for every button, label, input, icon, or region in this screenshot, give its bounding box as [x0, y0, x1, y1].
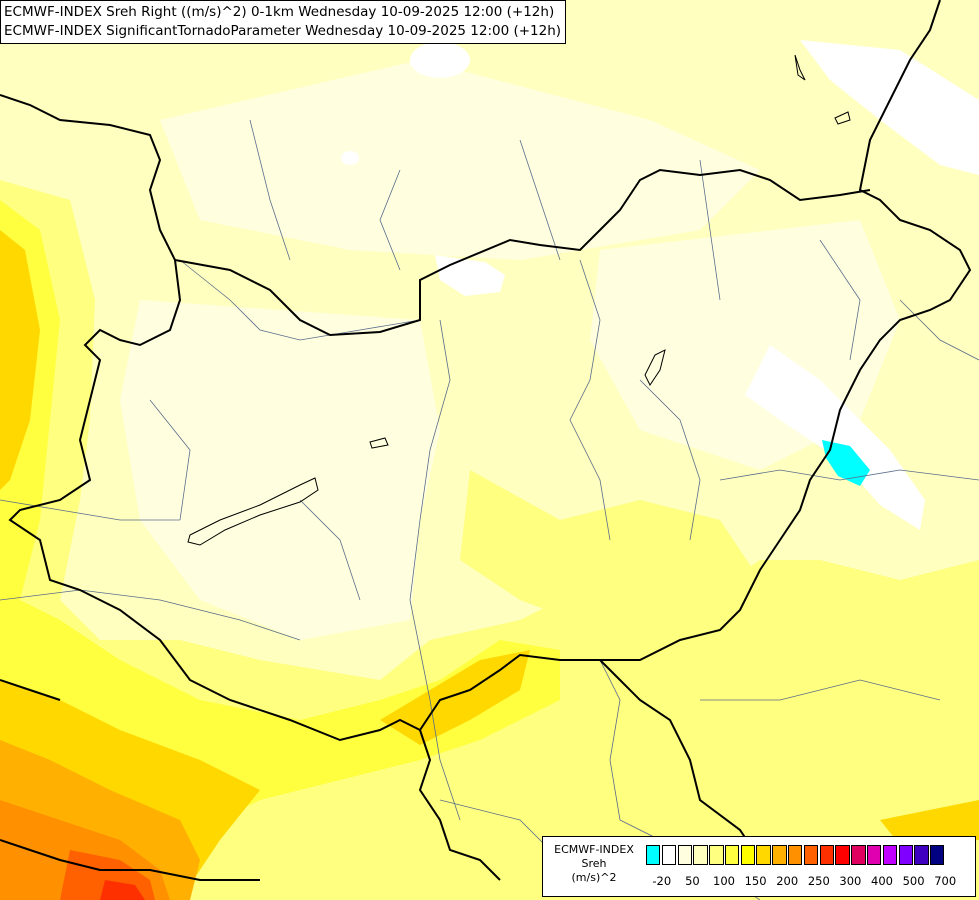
legend-tick: 700: [934, 874, 957, 888]
title-line-1: ECMWF-INDEX Sreh Right ((m/s)^2) 0-1km W…: [4, 4, 555, 20]
field-white-top: [410, 42, 470, 78]
legend-swatch: [677, 845, 692, 865]
legend-swatch: [851, 845, 866, 865]
small-lake-2: [644, 349, 666, 386]
field-low-north: [160, 60, 760, 260]
legend-swatch: [930, 845, 945, 865]
field-strong-band: [380, 650, 530, 745]
legend-name: Sreh: [581, 857, 607, 870]
legend-swatch: [756, 845, 771, 865]
rivers: [0, 119, 979, 900]
legend-swatch: [646, 845, 661, 865]
field-max-sw: [100, 880, 145, 900]
title-line-2: ECMWF-INDEX SignificantTornadoParameter …: [4, 23, 562, 39]
field-strong-west: [0, 230, 40, 490]
legend-swatch: [882, 845, 898, 865]
legend-ticks: -20 50 100 150 200 250 300 400 500 700: [646, 874, 976, 890]
legend-swatch: [835, 845, 850, 865]
legend-swatch: [740, 845, 756, 865]
legend-unit: (m/s)^2: [571, 871, 617, 884]
legend-swatch: [772, 845, 787, 865]
legend-tick: 500: [902, 874, 925, 888]
map-title: ECMWF-INDEX Sreh Right ((m/s)^2) 0-1km W…: [0, 0, 567, 44]
field-strong-se: [880, 800, 979, 845]
legend-tick: 150: [744, 874, 767, 888]
legend-swatch: [788, 845, 803, 865]
legend-tick: 300: [839, 874, 862, 888]
legend-tick: 100: [713, 874, 735, 888]
small-lake-4: [794, 54, 806, 81]
legend-tick: 50: [685, 874, 700, 888]
legend-swatch: [724, 845, 740, 865]
legend-swatch: [709, 845, 724, 865]
small-lake-3: [834, 111, 851, 125]
legend-swatch: [693, 845, 708, 865]
field-white-spot: [341, 151, 359, 165]
legend-source: ECMWF-INDEX: [554, 843, 634, 856]
color-legend: ECMWF-INDEX Sreh (m/s)^2 -20 50 100 150 200 2…: [542, 836, 976, 897]
field-white-n: [435, 255, 505, 296]
legend-tick: 400: [871, 874, 893, 888]
legend-swatch: [898, 845, 913, 865]
legend-tick: 250: [807, 874, 830, 888]
field-mid-center: [460, 470, 760, 630]
legend-swatch: [803, 845, 819, 865]
field-low-central: [120, 300, 440, 640]
legend-label: ECMWF-INDEX Sreh (m/s)^2: [543, 843, 645, 885]
legend-swatches: [646, 845, 946, 865]
field-white-ne: [800, 40, 979, 175]
legend-swatch: [866, 845, 882, 865]
field-cyan-patch: [822, 440, 870, 486]
country-borders: [0, 0, 972, 881]
lake-balaton: [187, 477, 319, 546]
small-lake: [369, 437, 389, 449]
legend-tick: 200: [776, 874, 799, 888]
legend-swatch: [914, 845, 929, 865]
legend-tick: -20: [652, 874, 672, 888]
legend-swatch: [819, 845, 834, 865]
legend-swatch: [661, 845, 677, 865]
field-white-e: [745, 345, 925, 530]
